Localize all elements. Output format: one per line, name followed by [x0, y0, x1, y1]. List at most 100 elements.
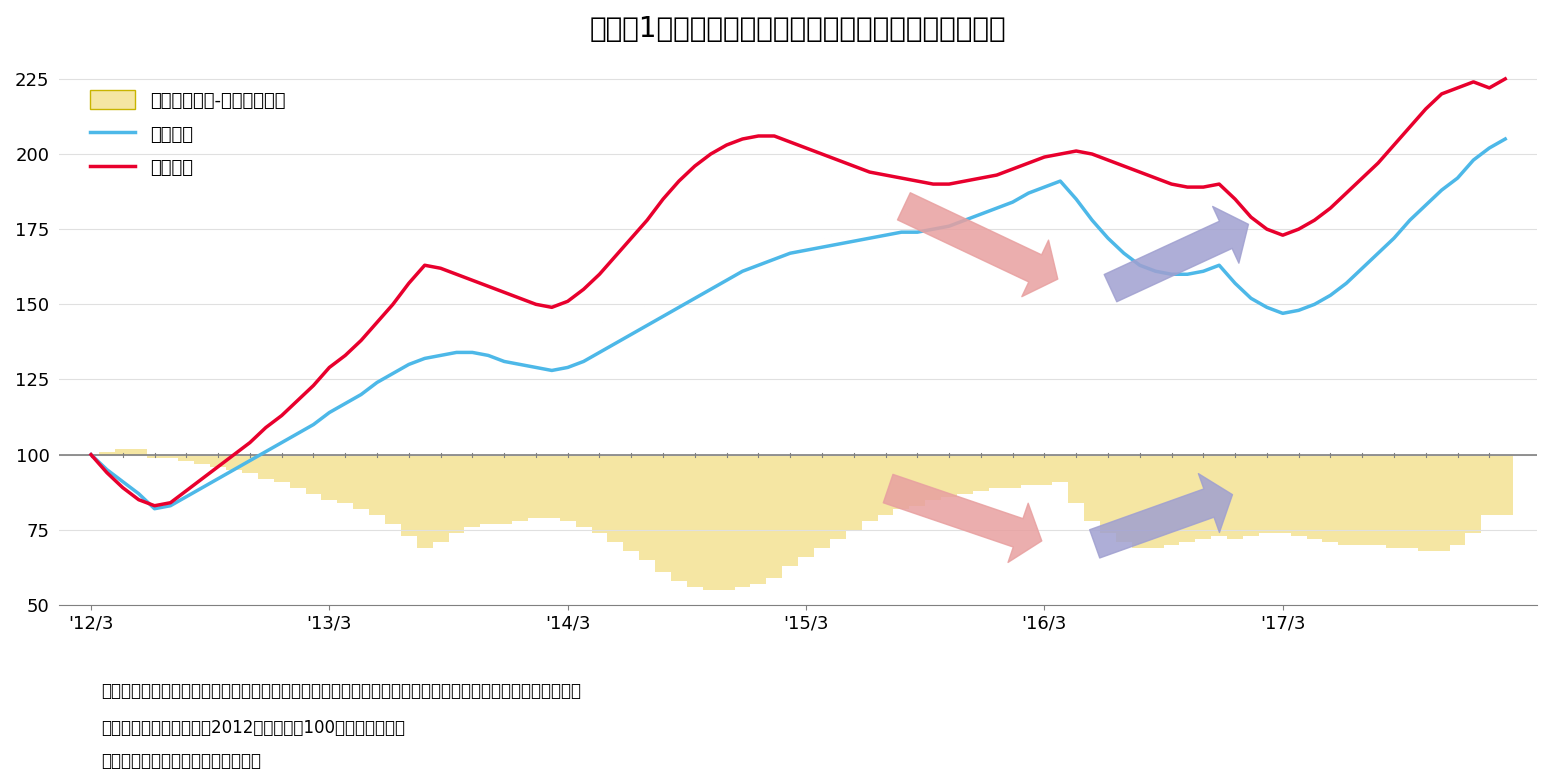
Bar: [464, 455, 480, 527]
Bar: [242, 455, 258, 473]
Bar: [178, 455, 194, 460]
Bar: [973, 455, 989, 490]
Bar: [813, 455, 830, 548]
Bar: [989, 455, 1004, 488]
Bar: [1291, 455, 1307, 536]
Bar: [1243, 455, 1259, 536]
Bar: [194, 455, 210, 463]
Bar: [1180, 455, 1195, 542]
グロース: [1448, 83, 1467, 93]
グロース: [1496, 74, 1515, 83]
バリュー: [1305, 300, 1324, 309]
Bar: [1338, 455, 1355, 545]
Bar: [767, 455, 782, 577]
Bar: [163, 455, 178, 458]
Bar: [543, 455, 560, 518]
Bar: [369, 455, 385, 515]
Bar: [670, 455, 688, 581]
グロース: [526, 300, 545, 309]
Bar: [703, 455, 719, 590]
Bar: [1147, 455, 1164, 548]
Bar: [1322, 455, 1338, 542]
Bar: [1052, 455, 1068, 482]
グロース: [1274, 231, 1293, 240]
Bar: [512, 455, 528, 520]
バリュー: [146, 504, 165, 513]
Bar: [719, 455, 734, 590]
Text: 全て配当込み指数、2012年３月末を100として基準化。: 全て配当込み指数、2012年３月末を100として基準化。: [101, 719, 405, 736]
Bar: [1021, 455, 1037, 485]
バリュー: [1083, 216, 1102, 225]
Bar: [1465, 455, 1482, 533]
グロース: [289, 396, 307, 405]
Bar: [417, 455, 433, 548]
Line: グロース: グロース: [92, 79, 1505, 506]
Bar: [1419, 455, 1434, 550]
Bar: [1482, 455, 1498, 515]
Bar: [273, 455, 290, 482]
Bar: [227, 455, 242, 470]
Bar: [1068, 455, 1085, 503]
Bar: [1307, 455, 1322, 539]
Bar: [354, 455, 369, 509]
Bar: [146, 455, 163, 458]
Bar: [1164, 455, 1180, 545]
Bar: [624, 455, 639, 550]
Bar: [258, 455, 273, 479]
Bar: [337, 455, 354, 503]
Bar: [941, 455, 958, 497]
Bar: [782, 455, 798, 566]
Bar: [639, 455, 655, 560]
Bar: [958, 455, 973, 493]
バリュー: [82, 450, 101, 460]
グロース: [1083, 150, 1102, 159]
Bar: [846, 455, 861, 530]
グロース: [146, 501, 165, 510]
Bar: [909, 455, 925, 506]
Bar: [433, 455, 449, 542]
Bar: [400, 455, 417, 536]
Bar: [99, 452, 115, 455]
Bar: [560, 455, 576, 520]
Bar: [1401, 455, 1419, 548]
Bar: [1004, 455, 1021, 488]
Bar: [607, 455, 624, 542]
Bar: [1498, 455, 1513, 515]
バリュー: [526, 363, 545, 372]
Bar: [798, 455, 813, 557]
Bar: [1386, 455, 1401, 548]
Bar: [480, 455, 497, 524]
Bar: [1355, 455, 1370, 545]
Bar: [1037, 455, 1052, 485]
Bar: [1370, 455, 1386, 545]
Bar: [1434, 455, 1450, 550]
Text: （資料）野村蔨券ＨＰより筆者作成: （資料）野村蔨券ＨＰより筆者作成: [101, 752, 261, 769]
Bar: [115, 449, 130, 455]
Bar: [1228, 455, 1243, 539]
Bar: [576, 455, 591, 527]
Bar: [449, 455, 464, 533]
バリュー: [289, 429, 307, 438]
Bar: [751, 455, 767, 584]
Bar: [1259, 455, 1274, 533]
Bar: [894, 455, 909, 509]
Bar: [734, 455, 751, 587]
Bar: [688, 455, 703, 587]
Bar: [1085, 455, 1100, 520]
バリュー: [1496, 134, 1515, 143]
Bar: [385, 455, 400, 524]
Bar: [290, 455, 306, 488]
グロース: [1305, 216, 1324, 225]
Bar: [1100, 455, 1116, 533]
Bar: [861, 455, 877, 520]
Legend: 「バリュー」-「グロース」, バリュー, グロース: 「バリュー」-「グロース」, バリュー, グロース: [82, 83, 293, 184]
Bar: [1450, 455, 1465, 545]
Bar: [528, 455, 543, 518]
Bar: [877, 455, 894, 515]
Bar: [306, 455, 321, 493]
Bar: [1116, 455, 1131, 542]
Bar: [1211, 455, 1228, 536]
バリュー: [1274, 308, 1293, 318]
Bar: [1195, 455, 1211, 539]
Line: バリュー: バリュー: [92, 139, 1505, 509]
